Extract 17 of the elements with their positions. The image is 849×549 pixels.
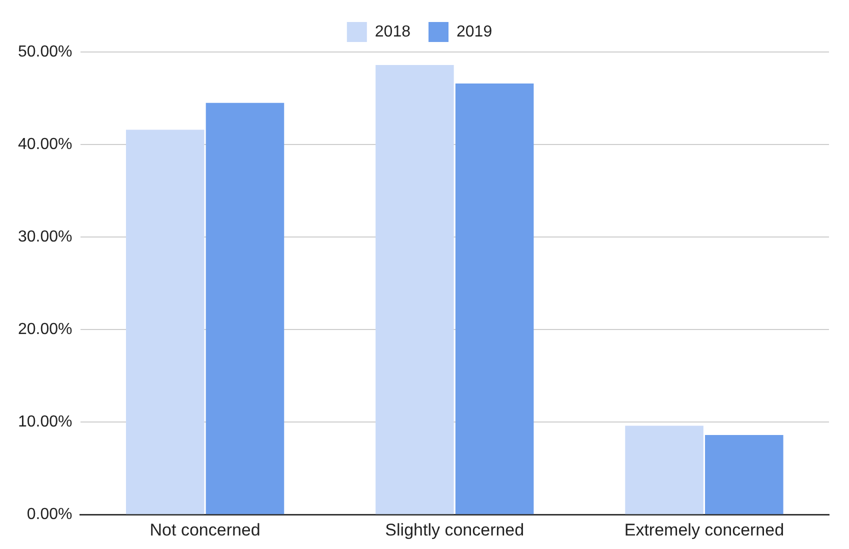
- y-tick-label: 10.00%: [18, 413, 72, 430]
- bar: [705, 435, 784, 514]
- x-tick-label: Slightly concerned: [385, 520, 524, 540]
- bar: [126, 130, 204, 514]
- y-tick-label: 50.00%: [18, 43, 72, 60]
- y-tick-label: 40.00%: [18, 136, 72, 153]
- x-tick-label: Not concerned: [150, 520, 260, 540]
- y-tick-label: 30.00%: [18, 228, 72, 246]
- y-tick-label: 20.00%: [18, 320, 72, 338]
- bar: [206, 102, 284, 514]
- bar: [455, 83, 534, 514]
- legend-label: 2019: [456, 23, 492, 40]
- bar: [625, 426, 704, 514]
- bar: [376, 64, 454, 514]
- x-tick-label: Extremely concerned: [624, 520, 784, 540]
- y-tick-label: 0.00%: [26, 506, 72, 524]
- legend-label: 2018: [374, 23, 411, 40]
